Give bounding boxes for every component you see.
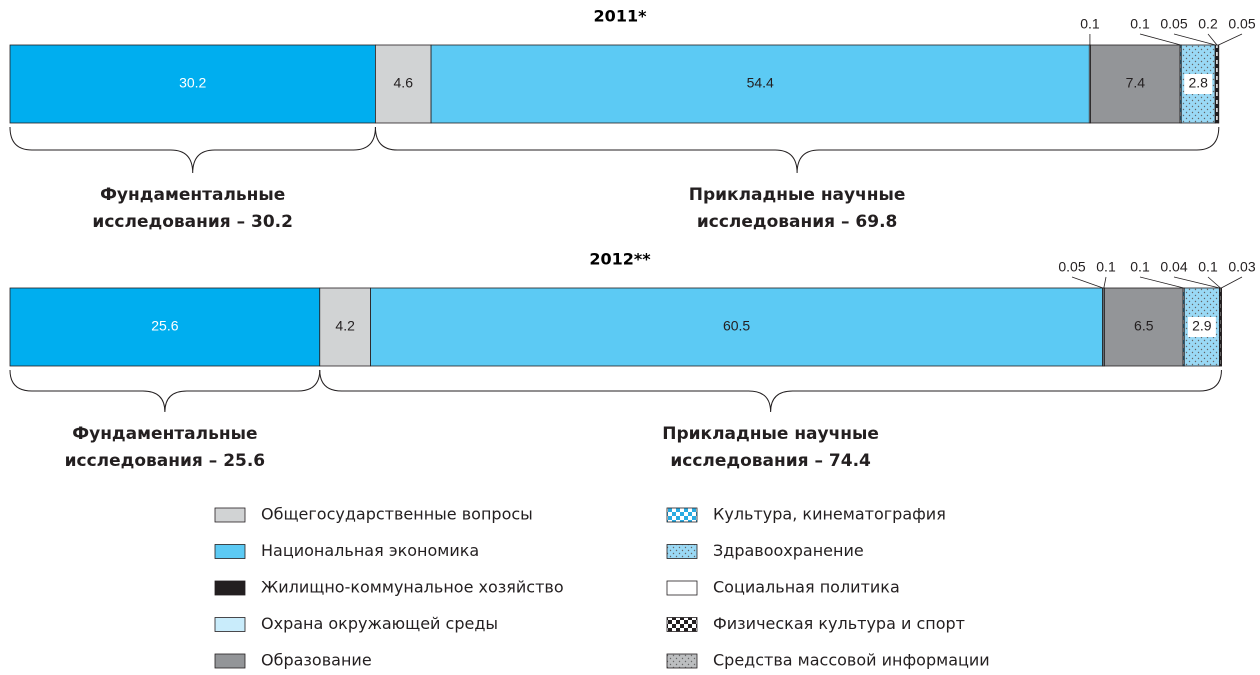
value-label: 6.5 xyxy=(1134,318,1154,334)
legend-swatch xyxy=(666,507,698,523)
brace-label: исследования – 69.8 xyxy=(697,212,898,232)
legend-swatch xyxy=(214,544,246,559)
leader-line xyxy=(1173,33,1216,46)
value-label: 0.2 xyxy=(1198,16,1218,32)
brace-label: Фундаментальные xyxy=(72,424,257,444)
brace xyxy=(9,126,376,174)
brace-label: исследования – 74.4 xyxy=(670,451,871,471)
leader-line xyxy=(1139,276,1184,289)
value-label: 0.1 xyxy=(1080,16,1100,32)
legend-label: Общегосударственные вопросы xyxy=(261,505,533,524)
bar-segment xyxy=(375,44,432,124)
value-label: 7.4 xyxy=(1126,75,1146,91)
legend-label: Средства массовой информации xyxy=(713,651,990,670)
year-label: 2012** xyxy=(589,250,651,269)
bar-segment xyxy=(370,287,1104,367)
value-label: 2.8 xyxy=(1188,75,1208,91)
legend-label: Жилищно-коммунальное хозяйство xyxy=(261,578,564,597)
legend-swatch xyxy=(214,580,246,596)
bar-segment xyxy=(9,287,321,367)
value-label: 0.03 xyxy=(1228,259,1255,275)
brace-label: Фундаментальные xyxy=(100,185,285,205)
leader-line xyxy=(1207,276,1221,289)
brace xyxy=(374,126,1220,174)
value-label: 4.6 xyxy=(394,75,414,91)
leader-line xyxy=(1173,276,1220,289)
bar-segment xyxy=(1220,287,1222,367)
bar-segment xyxy=(1090,44,1181,124)
leader-line xyxy=(1207,33,1218,46)
leader-line xyxy=(1071,276,1104,289)
legend-swatch xyxy=(214,617,246,632)
value-label: 0.1 xyxy=(1096,259,1116,275)
value-label: 2.9 xyxy=(1192,318,1212,334)
value-label: 54.4 xyxy=(747,75,774,91)
legend-swatch xyxy=(666,544,698,559)
leader-line xyxy=(1218,33,1243,46)
legend-label: Физическая культура и спорт xyxy=(713,614,965,633)
brace-label: исследования – 30.2 xyxy=(92,212,293,232)
leader-line xyxy=(1221,276,1243,289)
value-label: 0.1 xyxy=(1198,259,1218,275)
legend-swatch xyxy=(214,507,246,523)
label-box xyxy=(1187,317,1216,337)
value-label: 0.04 xyxy=(1160,259,1187,275)
value-label: 30.2 xyxy=(179,75,206,91)
legend-swatch xyxy=(666,580,698,596)
bar-segment xyxy=(1217,44,1220,124)
legend-swatch xyxy=(666,653,698,669)
bar-segment xyxy=(430,44,1090,124)
brace xyxy=(319,369,1222,413)
legend-label: Здравоохранение xyxy=(713,541,864,560)
value-label: 0.05 xyxy=(1160,16,1187,32)
brace-label: Прикладные научные xyxy=(689,185,906,205)
legend-label: Охрана окружающей среды xyxy=(261,614,498,633)
value-label: 0.05 xyxy=(1228,16,1255,32)
bar-segment xyxy=(9,44,376,124)
value-label: 0.1 xyxy=(1130,259,1150,275)
brace xyxy=(9,369,321,413)
legend-label: Образование xyxy=(261,651,372,670)
bar-segment xyxy=(1104,287,1184,367)
brace-label: исследования – 25.6 xyxy=(65,451,266,471)
leader-line xyxy=(1139,33,1181,46)
value-label: 0.05 xyxy=(1058,259,1085,275)
legend-label: Национальная экономика xyxy=(261,541,479,560)
label-box xyxy=(1184,74,1213,94)
legend-swatch xyxy=(666,617,698,632)
brace-label: Прикладные научные xyxy=(662,424,879,444)
legend-label: Культура, кинематография xyxy=(713,505,946,524)
value-label: 4.2 xyxy=(335,318,355,334)
leader-line xyxy=(1103,276,1107,289)
year-label: 2011* xyxy=(594,7,648,26)
legend-label: Социальная политика xyxy=(713,578,900,597)
value-label: 25.6 xyxy=(151,318,178,334)
value-label: 60.5 xyxy=(723,318,750,334)
legend-swatch xyxy=(214,653,246,669)
value-label: 0.1 xyxy=(1130,16,1150,32)
